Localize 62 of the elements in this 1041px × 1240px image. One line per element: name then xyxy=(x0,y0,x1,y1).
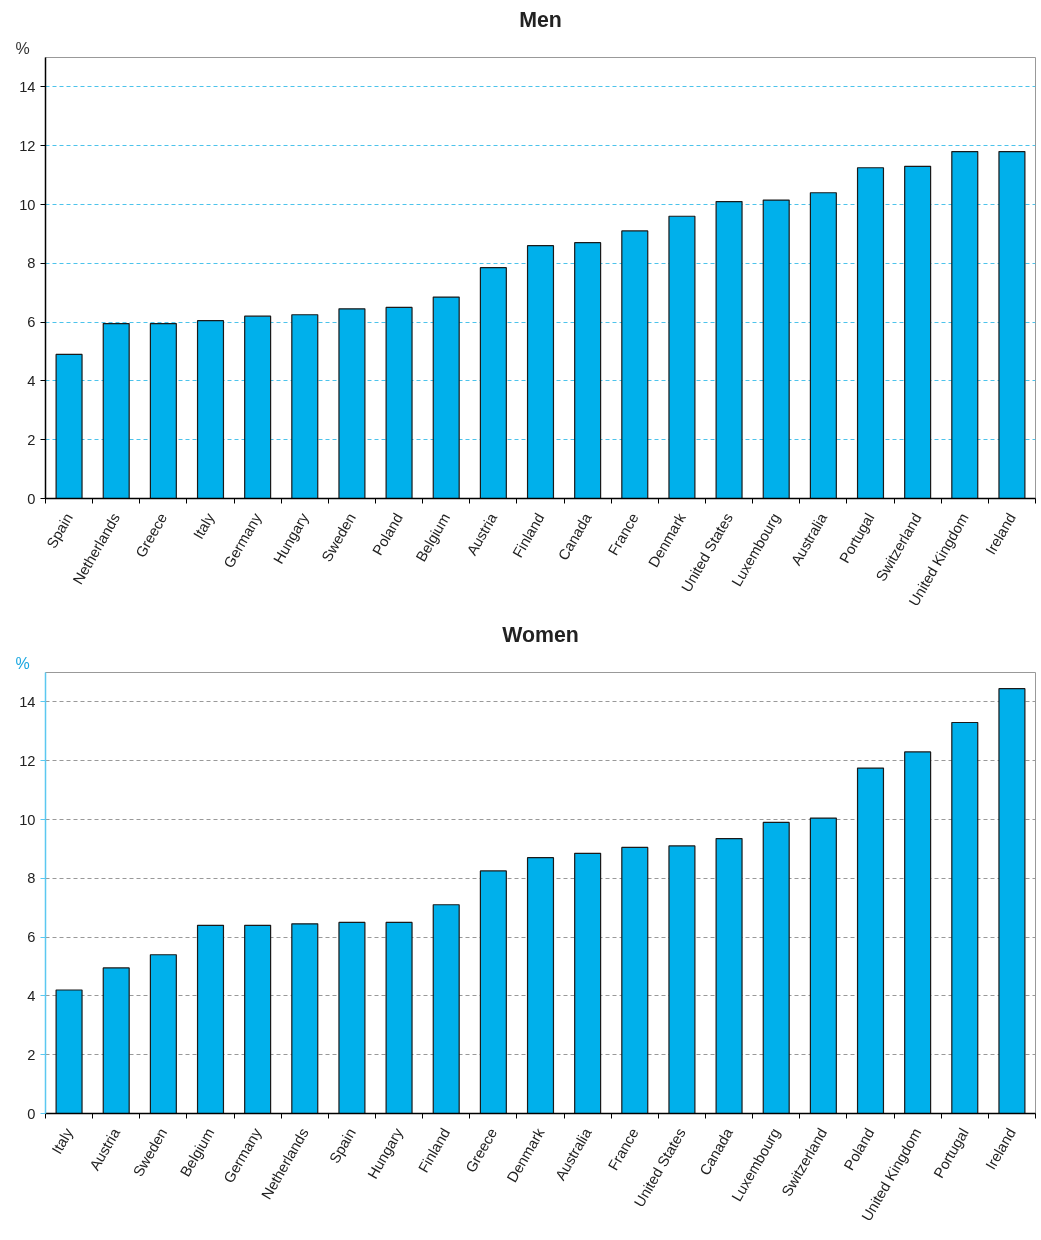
bar xyxy=(149,322,177,499)
bar xyxy=(291,923,319,1114)
bar xyxy=(809,817,837,1114)
bar xyxy=(479,267,507,499)
bar xyxy=(102,967,130,1114)
y-tick-label: 12 xyxy=(19,752,36,769)
bar xyxy=(715,200,743,499)
chart-title: Women xyxy=(502,622,579,647)
bar xyxy=(715,838,743,1114)
y-tick-label: 2 xyxy=(27,1046,36,1063)
y-tick-label: 4 xyxy=(27,987,36,1004)
bar xyxy=(904,751,932,1114)
bar xyxy=(951,721,979,1114)
bar xyxy=(526,245,555,499)
bar xyxy=(621,230,649,499)
y-tick-label: 10 xyxy=(19,811,36,828)
bar xyxy=(338,308,366,499)
bar xyxy=(951,150,979,499)
chart-title: Men xyxy=(519,7,562,32)
y-tick-label: 6 xyxy=(27,929,36,946)
bar xyxy=(809,192,837,499)
bar xyxy=(385,921,413,1114)
bar xyxy=(668,845,696,1114)
bar xyxy=(55,989,83,1114)
bar xyxy=(762,199,790,499)
bar xyxy=(998,688,1026,1114)
y-axis-title: % xyxy=(15,654,30,672)
bar xyxy=(432,904,460,1114)
bar xyxy=(526,857,555,1114)
y-tick-label: 0 xyxy=(27,1105,36,1122)
bar xyxy=(244,315,272,499)
bar xyxy=(102,322,130,499)
y-tick-label: 10 xyxy=(19,196,36,213)
bar xyxy=(856,167,885,499)
y-tick-label: 2 xyxy=(27,431,36,448)
bar xyxy=(668,215,696,499)
bar xyxy=(196,924,225,1114)
y-tick-label: 0 xyxy=(27,490,36,507)
bar xyxy=(998,150,1026,499)
y-tick-label: 6 xyxy=(27,314,36,331)
bar xyxy=(196,320,225,499)
y-tick-label: 4 xyxy=(27,372,36,389)
bar xyxy=(904,165,932,499)
bar xyxy=(762,821,790,1114)
bar xyxy=(574,852,602,1114)
bar xyxy=(291,314,319,499)
bar xyxy=(385,306,413,499)
bar xyxy=(621,846,649,1114)
y-axis-title: % xyxy=(15,39,30,57)
bar xyxy=(856,767,885,1114)
bar xyxy=(479,870,507,1114)
y-tick-label: 14 xyxy=(19,78,36,95)
bar xyxy=(149,954,177,1114)
bar xyxy=(432,296,460,499)
y-tick-label: 8 xyxy=(27,255,36,272)
y-tick-label: 12 xyxy=(19,137,36,154)
bar xyxy=(55,353,83,499)
y-tick-label: 14 xyxy=(19,693,36,710)
bar xyxy=(574,242,602,499)
bar xyxy=(338,921,366,1114)
y-tick-label: 8 xyxy=(27,870,36,887)
bar xyxy=(244,924,272,1114)
